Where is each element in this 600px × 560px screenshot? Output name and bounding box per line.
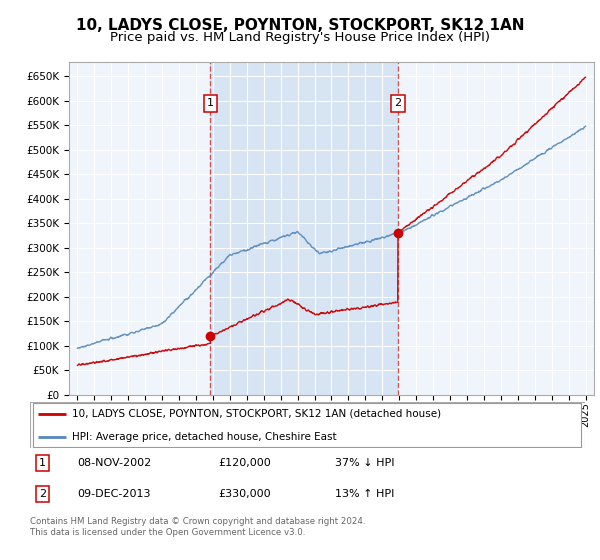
Text: 2: 2	[38, 489, 46, 499]
FancyBboxPatch shape	[33, 403, 581, 447]
Text: Price paid vs. HM Land Registry's House Price Index (HPI): Price paid vs. HM Land Registry's House …	[110, 31, 490, 44]
Bar	[211, 62, 398, 395]
Text: £330,000: £330,000	[219, 489, 271, 499]
Text: 1: 1	[39, 458, 46, 468]
Text: 08-NOV-2002: 08-NOV-2002	[77, 458, 151, 468]
Text: 09-DEC-2013: 09-DEC-2013	[77, 489, 151, 499]
Text: 1: 1	[207, 98, 214, 108]
Text: Contains HM Land Registry data © Crown copyright and database right 2024.
This d: Contains HM Land Registry data © Crown c…	[30, 517, 365, 537]
Text: 13% ↑ HPI: 13% ↑ HPI	[335, 489, 395, 499]
Text: 10, LADYS CLOSE, POYNTON, STOCKPORT, SK12 1AN: 10, LADYS CLOSE, POYNTON, STOCKPORT, SK1…	[76, 18, 524, 33]
Text: 37% ↓ HPI: 37% ↓ HPI	[335, 458, 395, 468]
Text: HPI: Average price, detached house, Cheshire East: HPI: Average price, detached house, Ches…	[71, 432, 336, 441]
Text: £120,000: £120,000	[219, 458, 271, 468]
Text: 10, LADYS CLOSE, POYNTON, STOCKPORT, SK12 1AN (detached house): 10, LADYS CLOSE, POYNTON, STOCKPORT, SK1…	[71, 409, 441, 418]
Text: 2: 2	[394, 98, 401, 108]
